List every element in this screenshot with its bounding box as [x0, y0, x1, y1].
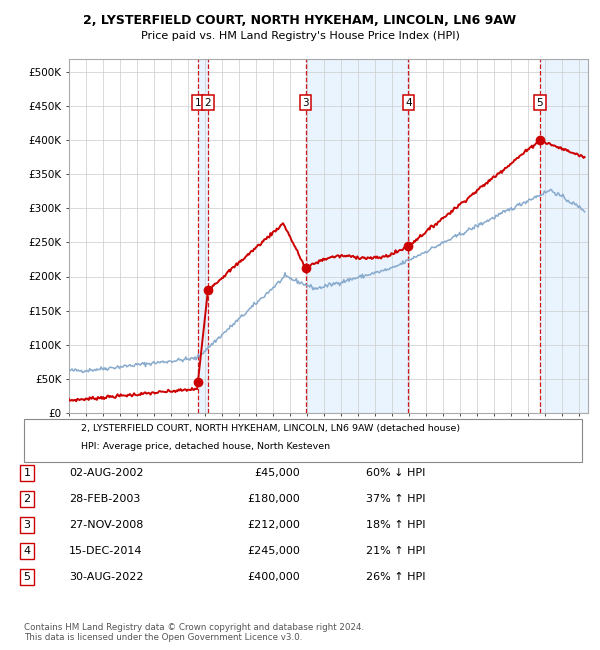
Text: 3: 3	[302, 98, 309, 108]
Text: £245,000: £245,000	[247, 546, 300, 556]
Text: £212,000: £212,000	[247, 520, 300, 530]
Text: 4: 4	[405, 98, 412, 108]
Text: 2, LYSTERFIELD COURT, NORTH HYKEHAM, LINCOLN, LN6 9AW: 2, LYSTERFIELD COURT, NORTH HYKEHAM, LIN…	[83, 14, 517, 27]
Text: 28-FEB-2003: 28-FEB-2003	[69, 494, 140, 504]
Text: £45,000: £45,000	[254, 468, 300, 478]
Text: 1: 1	[194, 98, 201, 108]
Text: 1: 1	[23, 468, 31, 478]
Text: HPI: Average price, detached house, North Kesteven: HPI: Average price, detached house, Nort…	[81, 443, 330, 451]
Text: 18% ↑ HPI: 18% ↑ HPI	[366, 520, 425, 530]
Text: 15-DEC-2014: 15-DEC-2014	[69, 546, 143, 556]
Text: Contains HM Land Registry data © Crown copyright and database right 2024.
This d: Contains HM Land Registry data © Crown c…	[24, 623, 364, 642]
Text: 2: 2	[205, 98, 211, 108]
Text: 5: 5	[536, 98, 543, 108]
Text: 60% ↓ HPI: 60% ↓ HPI	[366, 468, 425, 478]
Text: £180,000: £180,000	[247, 494, 300, 504]
Text: 4: 4	[23, 546, 31, 556]
Bar	[539, 58, 588, 413]
Text: 3: 3	[23, 520, 31, 530]
Text: 21% ↑ HPI: 21% ↑ HPI	[366, 546, 425, 556]
Text: £400,000: £400,000	[247, 572, 300, 582]
Text: 5: 5	[23, 572, 31, 582]
Text: 27-NOV-2008: 27-NOV-2008	[69, 520, 143, 530]
Text: 37% ↑ HPI: 37% ↑ HPI	[366, 494, 425, 504]
Bar	[198, 58, 208, 413]
Text: 2, LYSTERFIELD COURT, NORTH HYKEHAM, LINCOLN, LN6 9AW (detached house): 2, LYSTERFIELD COURT, NORTH HYKEHAM, LIN…	[81, 424, 460, 433]
Text: Price paid vs. HM Land Registry's House Price Index (HPI): Price paid vs. HM Land Registry's House …	[140, 31, 460, 41]
Bar	[305, 58, 409, 413]
Text: 2: 2	[23, 494, 31, 504]
Text: 30-AUG-2022: 30-AUG-2022	[69, 572, 143, 582]
Text: 02-AUG-2002: 02-AUG-2002	[69, 468, 143, 478]
Text: 26% ↑ HPI: 26% ↑ HPI	[366, 572, 425, 582]
